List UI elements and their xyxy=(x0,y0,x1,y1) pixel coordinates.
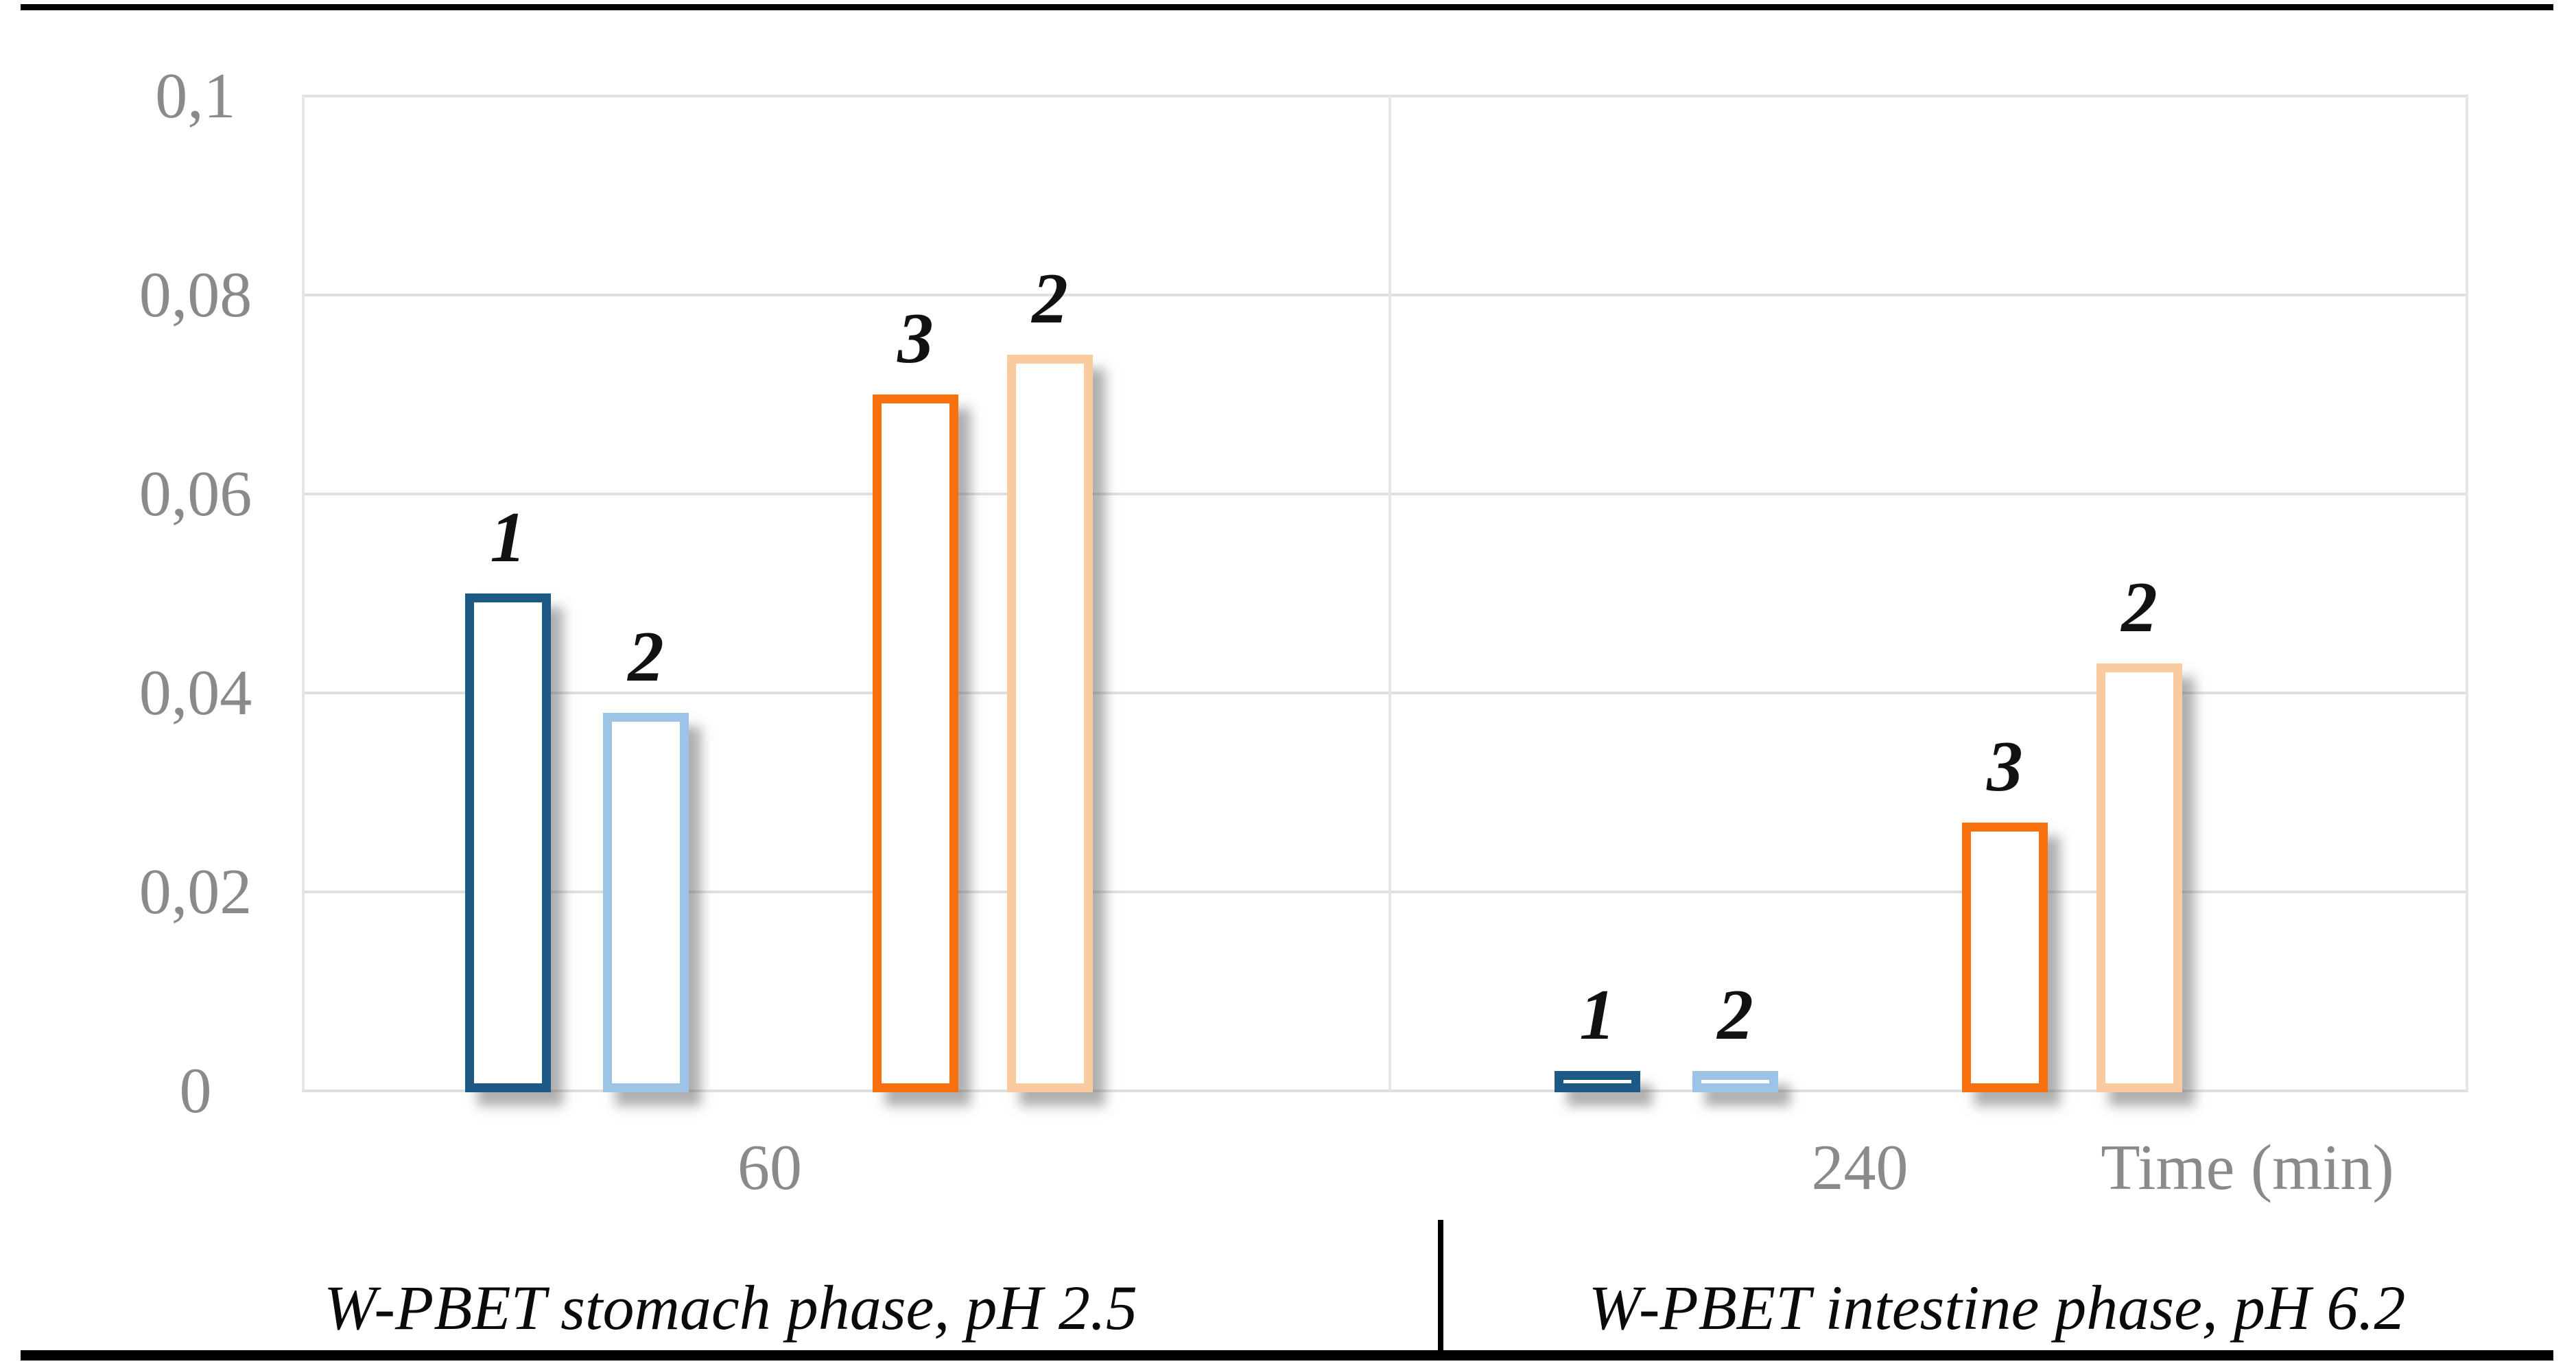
bar-sample-2 xyxy=(1007,355,1093,1092)
bottom-border-rule xyxy=(21,1350,2553,1361)
y-tick-label: 0,1 xyxy=(155,60,236,132)
y-gridline xyxy=(302,891,2468,893)
y-tick-label: 0,04 xyxy=(139,657,252,729)
section-label-intestine-phase: W-PBET intestine phase, pH 6.2 xyxy=(1588,1273,2406,1343)
bar-value-label: 1 xyxy=(490,497,526,577)
top-border-rule xyxy=(21,4,2553,10)
bar-value-label: 2 xyxy=(1032,258,1068,338)
y-gridline xyxy=(302,493,2468,495)
bar-value-label: 2 xyxy=(628,616,664,696)
x-axis-line xyxy=(302,1090,2468,1092)
bar-value-label: 2 xyxy=(1717,974,1753,1055)
plot-border-gridline xyxy=(302,96,305,1091)
bar-sample-1 xyxy=(465,593,551,1092)
bar-sample-3 xyxy=(873,395,958,1092)
x-tick-240: 240 xyxy=(1811,1132,1909,1203)
y-tick-label: 0 xyxy=(179,1055,212,1127)
bar-value-label: 1 xyxy=(1579,974,1616,1055)
y-tick-label: 0,08 xyxy=(139,259,252,331)
phase-divider-line xyxy=(1438,1220,1443,1350)
bar-value-label: 3 xyxy=(1987,725,2023,806)
bar-sample-1 xyxy=(1555,1071,1640,1092)
bar-sample-2 xyxy=(2096,663,2182,1092)
section-label-stomach-phase: W-PBET stomach phase, pH 2.5 xyxy=(324,1273,1137,1343)
x-axis-title: Time (min) xyxy=(2101,1132,2394,1203)
category-separator-gridline xyxy=(1389,96,1391,1091)
bar-sample-2 xyxy=(1692,1071,1778,1092)
bar-sample-2 xyxy=(603,713,689,1092)
y-gridline xyxy=(302,95,2468,97)
y-tick-label: 0,06 xyxy=(139,458,252,530)
bar-value-label: 2 xyxy=(2121,566,2158,647)
y-tick-label: 0,02 xyxy=(139,856,252,928)
y-gridline xyxy=(302,294,2468,296)
plot-border-gridline xyxy=(2466,96,2468,1091)
x-tick-60: 60 xyxy=(737,1132,802,1203)
bar-value-label: 3 xyxy=(897,298,934,378)
bar-sample-3 xyxy=(1962,822,2048,1092)
y-gridline xyxy=(302,692,2468,694)
plot-area: 1 2 3 2 1 2 3 2 xyxy=(302,95,2468,1092)
